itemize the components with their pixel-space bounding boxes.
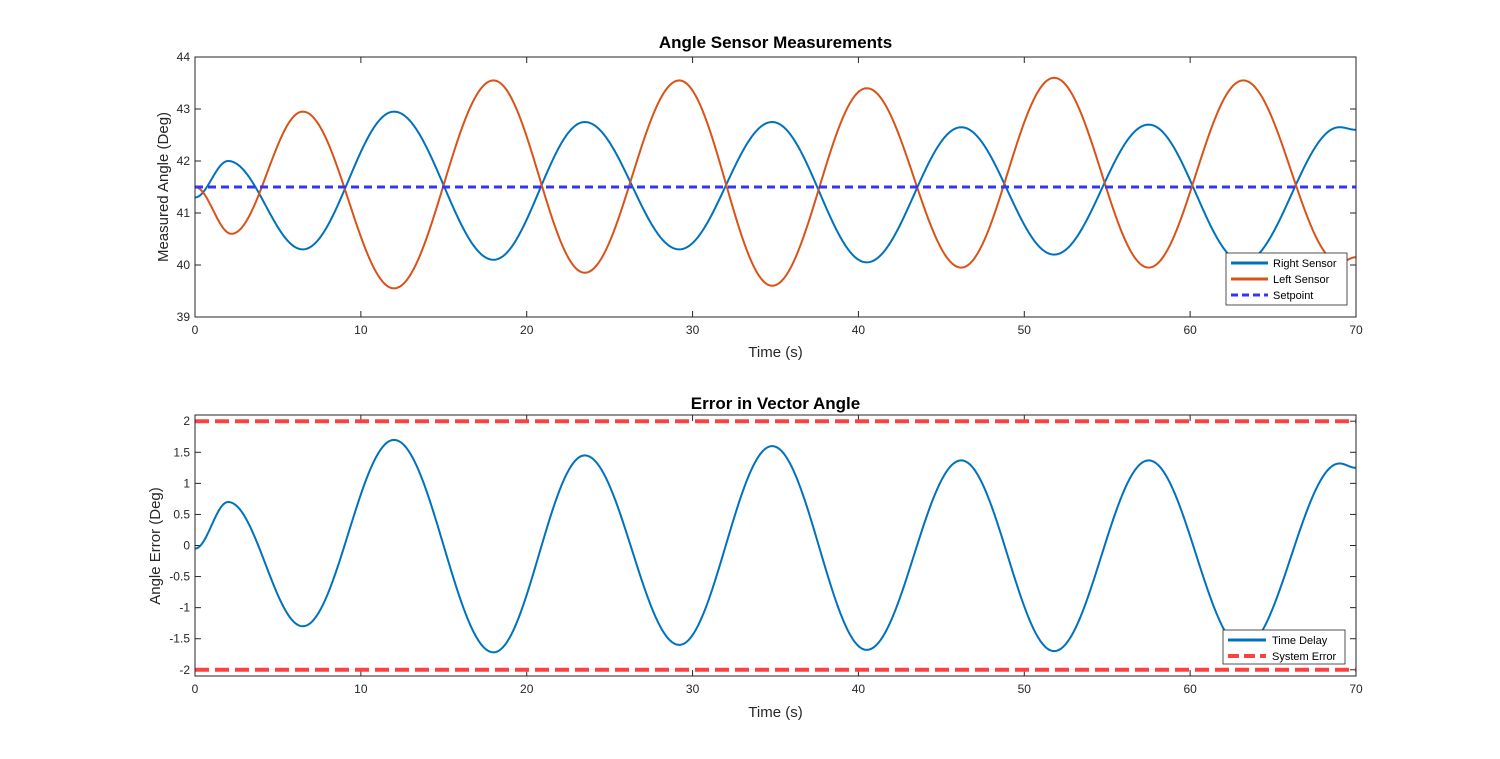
y-tick-label: 0: [183, 539, 190, 553]
series-group: [194, 76, 1357, 290]
x-axis-label: Time (s): [748, 344, 802, 361]
x-tick-label: 20: [520, 323, 534, 337]
y-tick-label: 40: [177, 258, 191, 272]
x-tick-label: 60: [1183, 323, 1197, 337]
y-tick-label: 2: [183, 414, 190, 428]
legend-box: [1222, 629, 1346, 665]
legend: Right Sensor Left Sensor Setpoint: [1225, 252, 1348, 306]
x-tick-label: 40: [852, 682, 866, 696]
vector-error-panel: Error in Vector Angle Time (s) Angle Err…: [147, 394, 1363, 721]
x-tick-label: 50: [1018, 682, 1032, 696]
y-axis-label: Measured Angle (Deg): [155, 112, 172, 262]
legend-label-system-error: System Error: [1272, 651, 1337, 663]
x-tick-label: 0: [192, 323, 199, 337]
x-tick-label: 10: [354, 323, 368, 337]
y-tick-label: -1.5: [169, 632, 190, 646]
y-tick-label: -1: [179, 601, 190, 615]
x-tick-label: 40: [852, 323, 866, 337]
axes-box: [194, 414, 1357, 677]
series-line-time-delay: [194, 438, 1357, 654]
chart-title: Error in Vector Angle: [691, 394, 860, 413]
y-tick-label: 1.5: [173, 445, 190, 459]
tick-group: 0 10 20 30 40 50 60 70 39 40 41 42 43 44: [177, 50, 1363, 337]
x-tick-label: 60: [1183, 682, 1197, 696]
series-line-right-sensor: [194, 110, 1357, 264]
x-tick-label: 70: [1349, 682, 1363, 696]
series-line-left-sensor: [194, 76, 1357, 290]
x-axis-label: Time (s): [748, 704, 802, 721]
y-tick-label: 1: [183, 476, 190, 490]
y-tick-label: 43: [177, 102, 191, 116]
x-tick-label: 0: [192, 682, 199, 696]
x-tick-label: 20: [520, 682, 534, 696]
chart-title: Angle Sensor Measurements: [659, 33, 892, 52]
axes-box: [194, 56, 1357, 318]
y-tick-label: 44: [177, 50, 191, 64]
series-group: [194, 419, 1357, 672]
legend-label-right-sensor: Right Sensor: [1273, 258, 1337, 270]
x-tick-label: 50: [1018, 323, 1032, 337]
legend: Time Delay System Error: [1222, 629, 1346, 665]
legend-label-time-delay: Time Delay: [1272, 635, 1328, 647]
angle-measurements-panel: Angle Sensor Measurements Time (s) Measu…: [155, 33, 1363, 361]
y-axis-label: Angle Error (Deg): [147, 487, 164, 605]
plot-area: [195, 415, 1356, 676]
x-tick-label: 30: [686, 682, 700, 696]
legend-label-left-sensor: Left Sensor: [1273, 274, 1330, 286]
x-tick-label: 10: [354, 682, 368, 696]
y-tick-label: 42: [177, 154, 191, 168]
x-tick-label: 30: [686, 323, 700, 337]
y-tick-label: -0.5: [169, 570, 190, 584]
y-tick-label: 0.5: [173, 507, 190, 521]
y-tick-label: 39: [177, 310, 191, 324]
y-tick-label: 41: [177, 206, 191, 220]
legend-label-setpoint: Setpoint: [1273, 290, 1313, 302]
y-tick-label: -2: [179, 663, 190, 677]
x-tick-label: 70: [1349, 323, 1363, 337]
